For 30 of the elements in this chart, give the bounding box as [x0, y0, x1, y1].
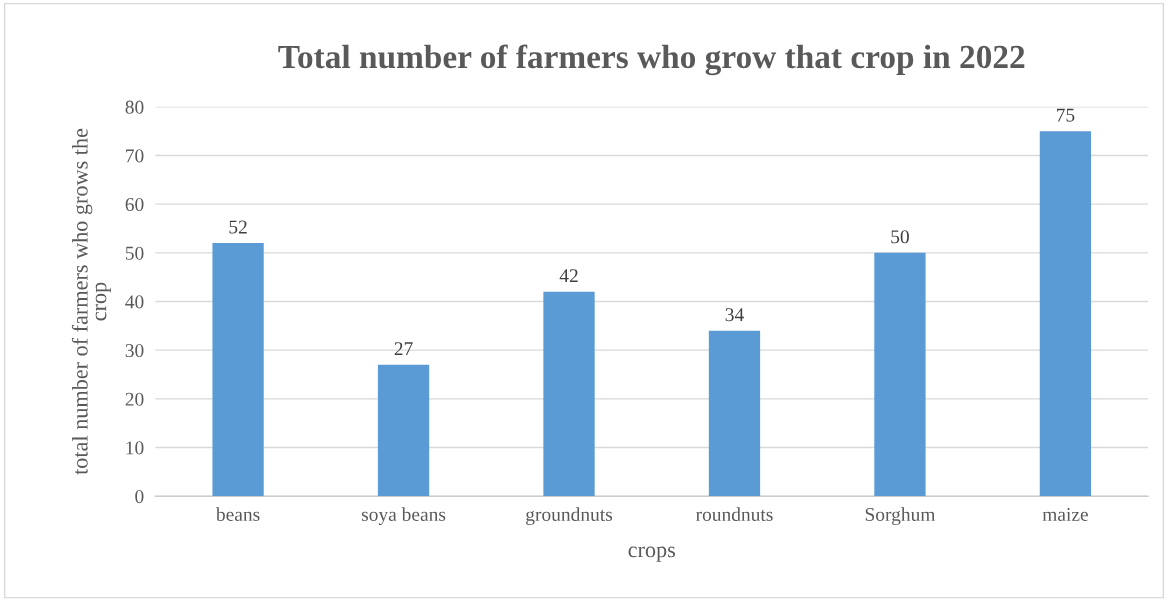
y-tick-label: 0	[135, 490, 144, 504]
data-label: 27	[394, 342, 413, 356]
bar	[874, 252, 926, 497]
x-axis-title: crops	[628, 546, 676, 562]
x-tick-label: soya beans	[361, 507, 446, 525]
data-label: 34	[725, 308, 744, 322]
y-tick-label: 70	[126, 149, 144, 163]
y-tick-label: 10	[126, 441, 144, 455]
y-tick-label: 40	[125, 295, 144, 309]
y-tick-label: 60	[125, 197, 144, 212]
bar	[377, 364, 430, 497]
y-tick-label: 30	[125, 343, 144, 358]
y-axis-title: total number of farmers who grows the crop	[71, 128, 111, 475]
data-label: 42	[559, 269, 578, 283]
bar	[543, 291, 595, 497]
x-tick-label: groundnuts	[526, 507, 613, 525]
data-label: 52	[229, 220, 247, 234]
bar	[1039, 131, 1092, 497]
data-label: 75	[1056, 108, 1075, 122]
x-tick-label: maize	[1042, 507, 1088, 521]
y-tick-label: 50	[125, 246, 144, 260]
bar	[212, 243, 264, 497]
x-tick-label: beans	[215, 507, 260, 521]
bar	[708, 330, 761, 497]
y-tick-label: 20	[125, 392, 144, 406]
x-tick-label: Sorghum	[865, 507, 936, 525]
y-tick-label: 80	[125, 100, 144, 114]
chart-title: Total number of farmers who grow that crop in 2022	[278, 44, 1025, 76]
x-tick-label: roundnuts	[695, 507, 773, 521]
data-label: 50	[891, 230, 909, 244]
